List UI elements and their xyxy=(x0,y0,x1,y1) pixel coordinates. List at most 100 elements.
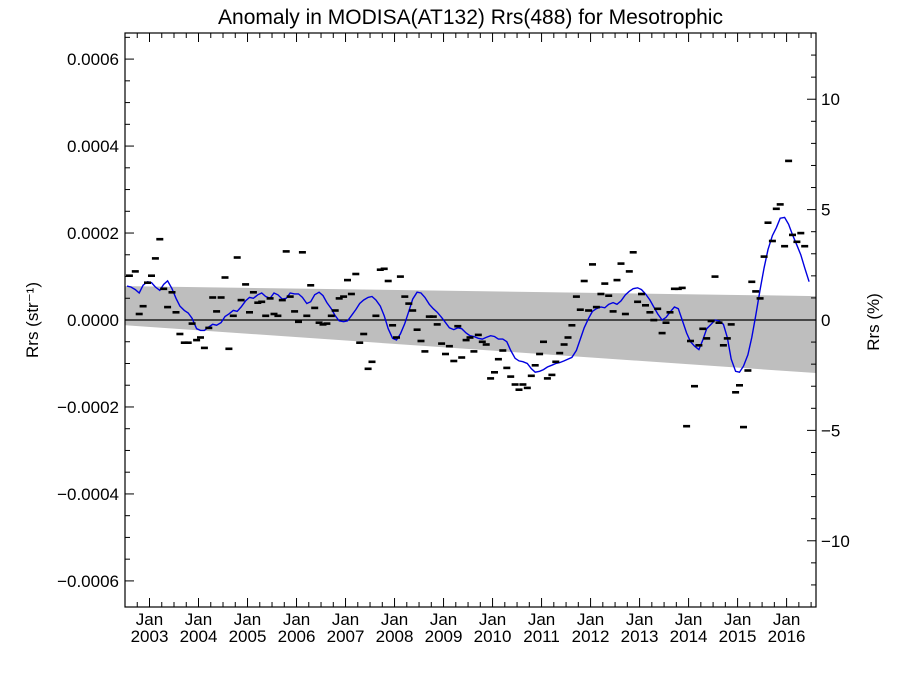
data-marker xyxy=(331,309,339,312)
data-marker xyxy=(511,383,519,386)
data-marker xyxy=(638,292,645,296)
x-tick-month: Jan xyxy=(332,610,359,629)
data-marker xyxy=(246,311,253,314)
data-marker xyxy=(548,373,556,377)
data-marker xyxy=(474,333,482,337)
data-marker xyxy=(494,357,502,361)
data-marker xyxy=(585,309,593,312)
data-marker xyxy=(164,305,172,309)
data-marker xyxy=(609,310,617,313)
data-marker xyxy=(462,338,470,342)
y-axis-label-right: Rrs (%) xyxy=(864,293,883,351)
data-marker xyxy=(560,343,568,346)
data-marker xyxy=(678,286,686,290)
data-marker xyxy=(707,319,715,323)
data-marker xyxy=(613,278,621,282)
data-marker xyxy=(148,274,155,277)
data-marker xyxy=(135,312,143,316)
data-marker xyxy=(213,310,221,313)
x-tick-year: 2009 xyxy=(425,627,463,646)
data-marker xyxy=(429,315,437,318)
data-marker xyxy=(592,305,600,309)
data-marker xyxy=(295,320,302,324)
data-marker xyxy=(151,257,159,260)
data-marker xyxy=(674,287,682,291)
data-marker xyxy=(543,377,551,380)
data-marker xyxy=(209,296,217,299)
data-marker xyxy=(237,298,245,302)
data-marker xyxy=(760,255,768,258)
data-marker xyxy=(470,350,478,353)
x-tick-year: 2014 xyxy=(670,627,708,646)
anomaly-line xyxy=(126,216,810,373)
data-marker xyxy=(572,295,580,298)
data-marker xyxy=(662,321,670,324)
data-marker xyxy=(478,340,486,344)
right-tick-label: −5 xyxy=(821,421,840,440)
data-marker xyxy=(307,284,315,287)
data-marker xyxy=(654,307,662,311)
data-marker xyxy=(507,375,515,378)
data-marker xyxy=(597,292,605,296)
data-marker xyxy=(409,309,417,312)
data-marker xyxy=(683,424,691,428)
data-marker xyxy=(789,233,796,237)
confidence-band xyxy=(125,286,816,374)
data-marker xyxy=(580,279,588,283)
data-marker xyxy=(340,295,348,298)
data-marker xyxy=(258,300,266,304)
data-marker xyxy=(262,314,270,318)
data-marker xyxy=(564,336,572,339)
x-tick-year: 2008 xyxy=(376,627,414,646)
data-marker xyxy=(482,343,490,346)
data-marker xyxy=(634,300,642,304)
x-tick-month: Jan xyxy=(136,610,163,629)
data-marker xyxy=(221,276,229,279)
data-marker xyxy=(311,306,319,310)
data-marker xyxy=(401,295,409,298)
data-marker xyxy=(768,239,776,243)
data-marker xyxy=(776,203,784,206)
data-marker xyxy=(797,231,805,235)
right-tick-label: −10 xyxy=(821,532,850,551)
data-marker xyxy=(180,341,188,344)
x-tick-month: Jan xyxy=(283,610,310,629)
data-marker xyxy=(364,367,372,371)
data-marker xyxy=(723,337,731,340)
x-tick-month: Jan xyxy=(773,610,800,629)
axis-ticks: 0.0006 0.0004 0.0002 0.0000 −0.0002 −0.0004 −0… xyxy=(57,33,850,646)
data-marker xyxy=(389,324,397,327)
x-tick-year: 2011 xyxy=(523,627,560,646)
left-tick-label: −0.0002 xyxy=(57,398,119,417)
x-tick-month: Jan xyxy=(577,610,604,629)
data-marker xyxy=(229,314,237,318)
data-marker xyxy=(266,297,274,300)
data-marker xyxy=(200,346,208,350)
data-marker xyxy=(515,388,523,391)
data-marker xyxy=(270,312,278,316)
data-marker xyxy=(658,331,666,335)
data-marker xyxy=(740,425,747,429)
data-marker xyxy=(417,339,425,343)
anomaly-line-layer xyxy=(126,216,810,373)
x-tick-month: Jan xyxy=(675,610,702,629)
data-marker xyxy=(352,272,360,276)
data-marker xyxy=(125,274,133,277)
x-tick-year: 2003 xyxy=(131,627,169,646)
data-marker xyxy=(425,315,433,318)
data-marker xyxy=(327,314,335,318)
data-marker xyxy=(160,287,168,291)
x-tick-year: 2004 xyxy=(180,627,218,646)
x-tick-month: Jan xyxy=(528,610,555,629)
x-tick-year: 2006 xyxy=(278,627,316,646)
data-marker xyxy=(772,207,780,211)
data-marker xyxy=(144,281,151,284)
data-marker xyxy=(172,311,180,314)
data-marker xyxy=(715,321,723,324)
data-marker xyxy=(303,314,311,318)
data-marker xyxy=(458,356,466,359)
left-tick-label: −0.0006 xyxy=(57,572,119,591)
data-marker xyxy=(393,336,400,339)
data-marker xyxy=(617,262,625,265)
